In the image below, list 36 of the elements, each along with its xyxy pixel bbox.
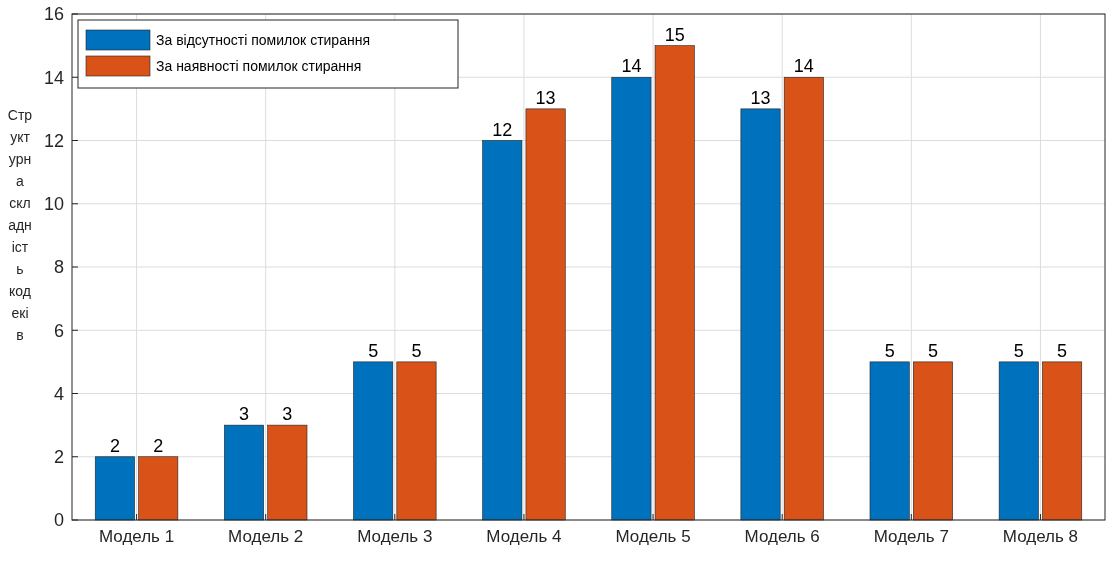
data-label: 5 — [368, 340, 379, 361]
y-tick-label: 0 — [53, 510, 64, 531]
text: Структурна складність кодеків — [7, 107, 33, 343]
data-label: 3 — [282, 404, 293, 425]
data-label: 5 — [927, 340, 938, 361]
data-label: 14 — [793, 56, 814, 77]
x-tick-label: Модель 1 — [98, 527, 175, 546]
data-label: 2 — [109, 435, 120, 456]
y-tick-label: 14 — [43, 67, 64, 88]
x-tick-label: Модель 4 — [486, 527, 562, 546]
data-label: 15 — [664, 24, 685, 45]
y-tick-label: 8 — [53, 257, 64, 278]
x-tick-label: Модель 7 — [873, 527, 949, 546]
data-label: 14 — [621, 56, 642, 77]
x-tick-label: Модель 2 — [228, 527, 304, 546]
legend-label: За відсутності помилок стирання — [156, 31, 370, 48]
x-tick-label: Модель 3 — [357, 527, 433, 546]
data-label: 5 — [884, 340, 895, 361]
y-tick-label: 4 — [53, 383, 64, 404]
y-tick-label: 6 — [53, 320, 64, 341]
y-tick-label: 12 — [43, 130, 64, 151]
data-label: 5 — [411, 340, 422, 361]
y-tick-label: 16 — [43, 4, 64, 25]
data-label: 2 — [153, 435, 164, 456]
x-tick-label: Модель 8 — [1002, 527, 1079, 546]
data-label: 5 — [1013, 340, 1024, 361]
data-label: 12 — [492, 119, 513, 140]
data-label: 5 — [1057, 340, 1068, 361]
y-tick-label: 2 — [53, 447, 64, 468]
data-label: 13 — [750, 87, 771, 108]
data-label: 3 — [239, 404, 250, 425]
x-tick-label: Модель 6 — [744, 527, 820, 546]
data-label: 13 — [535, 87, 556, 108]
legend-label: За наявності помилок стирання — [156, 57, 362, 74]
x-tick-label: Модель 5 — [615, 527, 691, 546]
y-tick-label: 10 — [43, 194, 64, 215]
